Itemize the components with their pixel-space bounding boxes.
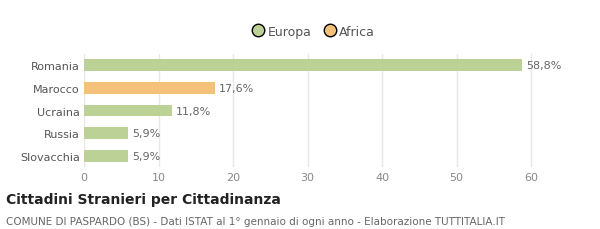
Text: 58,8%: 58,8% (526, 61, 561, 71)
Bar (84, 60, 522, 72)
Bar (84, 83, 215, 94)
Text: 5,9%: 5,9% (131, 129, 160, 139)
Bar (84, 105, 172, 117)
Text: Cittadini Stranieri per Cittadinanza: Cittadini Stranieri per Cittadinanza (6, 192, 281, 206)
Bar (84, 150, 128, 162)
Legend: Europa, Africa: Europa, Africa (251, 22, 379, 42)
Text: 17,6%: 17,6% (219, 84, 254, 93)
Text: 11,8%: 11,8% (176, 106, 211, 116)
Text: COMUNE DI PASPARDO (BS) - Dati ISTAT al 1° gennaio di ogni anno - Elaborazione T: COMUNE DI PASPARDO (BS) - Dati ISTAT al … (6, 216, 505, 226)
Text: 5,9%: 5,9% (131, 151, 160, 161)
Bar (84, 128, 128, 139)
